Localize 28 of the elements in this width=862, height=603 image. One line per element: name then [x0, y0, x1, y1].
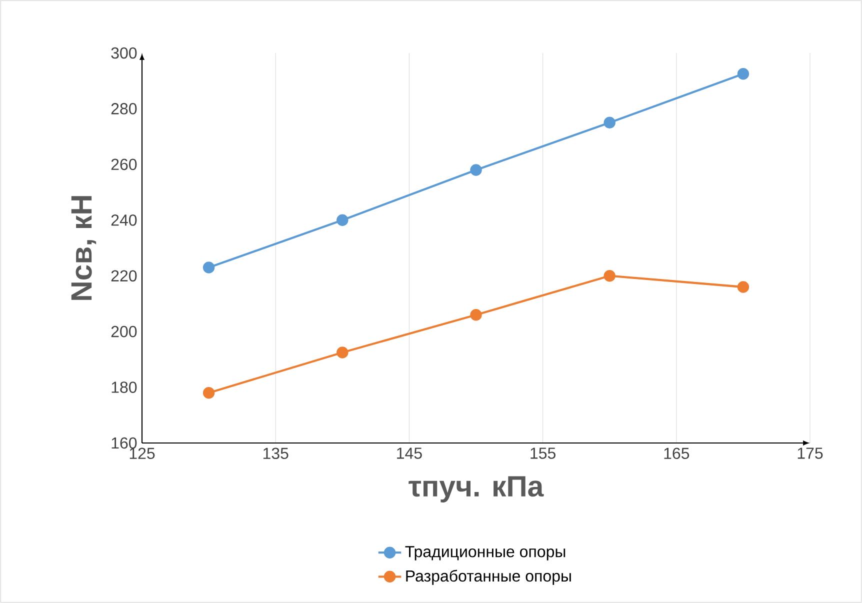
point [336, 346, 348, 358]
point [470, 164, 482, 176]
point [202, 386, 215, 399]
y-tick-label: 240 [111, 214, 137, 226]
point [604, 270, 616, 282]
point [737, 68, 750, 80]
point [737, 281, 750, 293]
x-tick-label: 135 [263, 448, 288, 460]
legend-label: Разработанные опоры [406, 570, 571, 585]
point [604, 116, 616, 129]
point [336, 214, 348, 226]
legend-label: Традиционные опоры [405, 546, 566, 560]
y-tick-label: 260 [111, 158, 137, 170]
y-axis-title: Nсв, кН [71, 196, 96, 300]
y-tick-label: 200 [111, 326, 137, 338]
x-tick-label: 145 [397, 448, 422, 459]
point [470, 308, 482, 321]
y-tick-label: 280 [111, 103, 137, 114]
x-tick-label: 125 [130, 448, 155, 460]
point [202, 262, 215, 274]
y-tick-label: 180 [112, 382, 137, 393]
x-tick-label: 175 [798, 448, 823, 459]
x-tick-label: 165 [664, 448, 690, 460]
x-tick-label: 155 [530, 448, 556, 459]
x-axis-title: τпуч. кПа [408, 476, 544, 502]
y-tick-label: 300 [111, 47, 137, 59]
y-tick-label: 220 [111, 270, 137, 282]
y-tick-label: 160 [112, 437, 137, 449]
